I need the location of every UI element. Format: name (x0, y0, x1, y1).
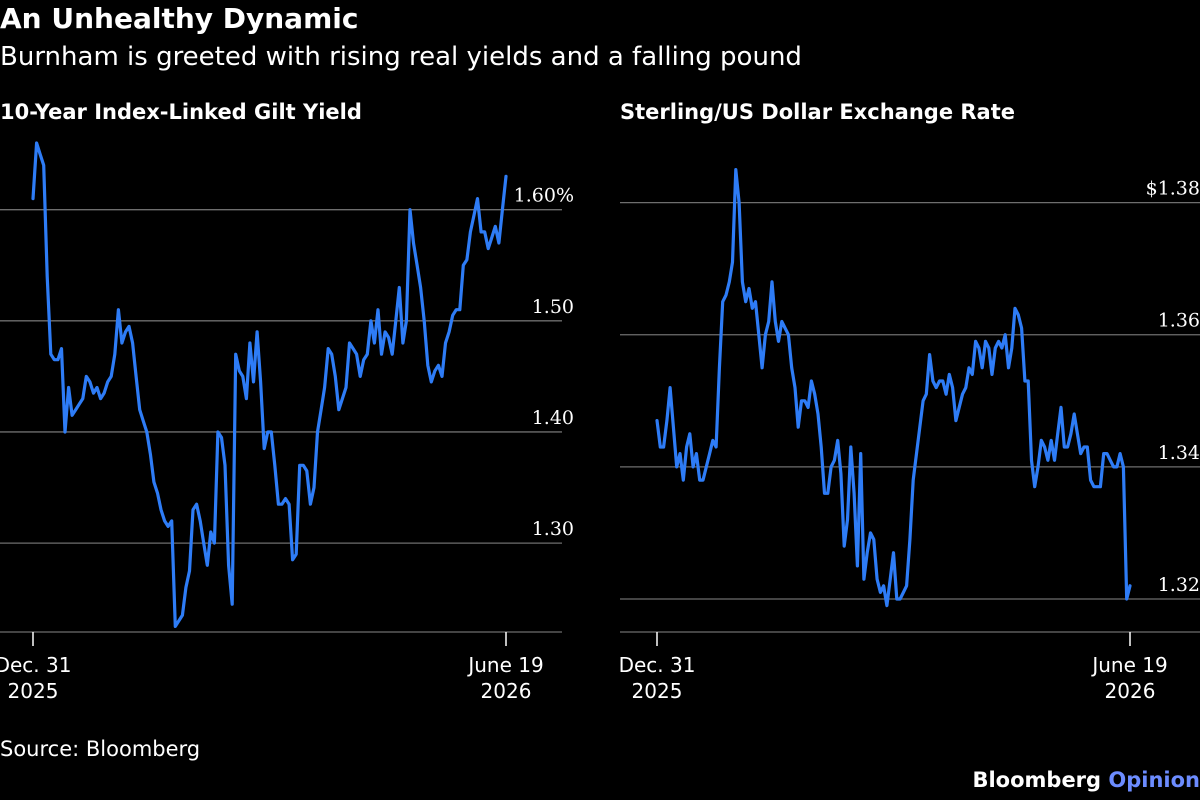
x-tick-label: 2026 (481, 679, 532, 703)
panel-title-sterling-usd: Sterling/US Dollar Exchange Rate (620, 100, 1016, 124)
y-tick-label: 1.60% (514, 185, 574, 207)
y-tick-label: 1.40 (532, 407, 574, 429)
y-tick-label: 1.30 (532, 518, 574, 540)
y-tick-label: 1.50 (532, 296, 574, 318)
y-tick-label: 1.34 (1158, 442, 1200, 464)
brand-name: Bloomberg (972, 768, 1102, 792)
source-note: Source: Bloomberg (0, 737, 201, 761)
x-tick-label: 2025 (632, 679, 683, 703)
x-tick-label: 2026 (1105, 679, 1156, 703)
brand-logo: Bloomberg Opinion (972, 768, 1200, 792)
x-tick-label: June 19 (1090, 653, 1167, 677)
series-line (655, 168, 1132, 608)
y-tick-label: 1.36 (1158, 310, 1200, 332)
x-tick-label: Dec. 31 (0, 653, 71, 677)
chart-subtitle: Burnham is greeted with rising real yiel… (0, 42, 802, 72)
y-tick-label: 1.32 (1158, 574, 1200, 596)
chart-title: An Unhealthy Dynamic (0, 2, 359, 35)
x-tick-label: Dec. 31 (619, 653, 696, 677)
panel-title-gilt-yield: 10-Year Index-Linked Gilt Yield (0, 100, 362, 124)
x-tick-label: June 19 (466, 653, 543, 677)
x-tick-label: 2025 (8, 679, 59, 703)
y-tick-label: $1.38 (1146, 178, 1200, 200)
series-line (31, 141, 508, 629)
brand-accent: Opinion (1108, 768, 1200, 792)
